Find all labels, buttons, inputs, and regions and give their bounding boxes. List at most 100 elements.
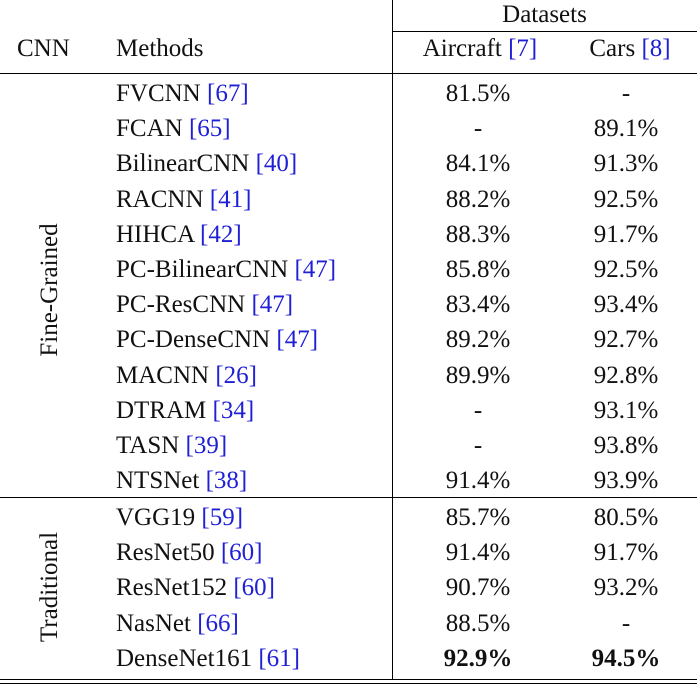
method-cell: MACNN [26]	[116, 361, 257, 391]
method-ref-link[interactable]: [65]	[188, 115, 231, 143]
header-top-rule	[392, 31, 697, 32]
method-cell: NasNet [66]	[116, 609, 239, 639]
method-cell: RACNN [41]	[116, 185, 251, 215]
method-ref-link[interactable]: [61]	[258, 644, 300, 672]
cars-value: 93.9%	[593, 467, 659, 495]
method-name: PC-ResCNN	[116, 291, 246, 319]
method-name: RACNN	[116, 185, 204, 213]
aircraft-value: 89.2%	[445, 326, 511, 354]
cnn-header: CNN	[17, 35, 70, 62]
method-cell: TASN [39]	[116, 431, 227, 461]
cars-label: Cars	[589, 35, 636, 62]
method-ref-link[interactable]: [26]	[215, 361, 257, 389]
aircraft-value: 84.1%	[445, 150, 511, 178]
cars-value: 93.4%	[593, 291, 659, 319]
aircraft-value: 89.9%	[445, 361, 511, 389]
method-cell: FCAN [65]	[116, 114, 231, 144]
method-ref-link[interactable]: [47]	[276, 326, 319, 354]
method-cell: HIHCA [42]	[116, 220, 242, 250]
cars-value: -	[621, 609, 631, 637]
method-name: TASN	[116, 432, 180, 459]
datasets-header: Datasets	[502, 1, 587, 28]
method-ref-link[interactable]: [47]	[294, 256, 337, 283]
aircraft-value: 88.5%	[445, 609, 511, 637]
method-cell: ResNet152 [60]	[116, 573, 275, 603]
method-name: NTSNet	[116, 467, 200, 495]
cars-value: 91.7%	[593, 220, 659, 248]
aircraft-value: -	[473, 432, 483, 459]
aircraft-value: 85.8%	[445, 256, 511, 283]
cars-value: 80.5%	[593, 504, 659, 531]
cars-value: 92.7%	[593, 326, 659, 354]
method-name: MACNN	[116, 361, 210, 389]
cars-ref-link[interactable]: [8]	[641, 35, 671, 62]
aircraft-value: 91.4%	[445, 467, 511, 495]
aircraft-value: 88.2%	[445, 185, 511, 213]
aircraft-value: 88.3%	[445, 220, 511, 248]
methods-header: Methods	[116, 35, 204, 62]
header-bottom-rule	[0, 73, 697, 74]
aircraft-value: 85.7%	[445, 504, 511, 531]
method-ref-link[interactable]: [38]	[205, 467, 248, 495]
aircraft-value: -	[473, 396, 483, 424]
aircraft-label: Aircraft	[422, 35, 502, 62]
method-cell: ResNet50 [60]	[116, 538, 263, 568]
cars-value: 92.5%	[593, 256, 659, 283]
method-name: FVCNN	[116, 80, 201, 107]
method-ref-link[interactable]: [60]	[220, 539, 263, 567]
cars-value: 93.1%	[593, 396, 659, 424]
method-cell: DenseNet161 [61]	[116, 644, 300, 674]
method-name: BilinearCNN	[116, 150, 250, 178]
method-name: ResNet152	[116, 574, 228, 602]
method-name: HIHCA	[116, 220, 194, 248]
aircraft-value: 90.7%	[445, 574, 511, 602]
aircraft-value: -	[473, 115, 483, 143]
method-name: DTRAM	[116, 396, 207, 424]
method-cell: PC-ResCNN [47]	[116, 290, 293, 320]
method-ref-link[interactable]: [41]	[209, 185, 252, 213]
method-cell: BilinearCNN [40]	[116, 149, 297, 179]
method-name: ResNet50	[116, 539, 215, 567]
aircraft-ref-link[interactable]: [7]	[508, 35, 538, 62]
method-ref-link[interactable]: [59]	[201, 504, 244, 531]
cars-value: 92.8%	[593, 361, 659, 389]
method-cell: VGG19 [59]	[116, 503, 243, 533]
column-divider	[392, 0, 393, 679]
cars-header: Cars [8]	[565, 34, 695, 64]
table-bottom-rule-1	[0, 679, 697, 680]
method-ref-link[interactable]: [34]	[212, 396, 255, 424]
method-ref-link[interactable]: [39]	[185, 432, 228, 459]
cars-value: 91.3%	[593, 150, 659, 178]
method-ref-link[interactable]: [66]	[197, 609, 239, 637]
method-name: VGG19	[116, 504, 196, 531]
group-separator-rule	[0, 497, 697, 498]
method-ref-link[interactable]: [47]	[251, 291, 294, 319]
method-cell: PC-BilinearCNN [47]	[116, 255, 336, 285]
table-bottom-rule-2	[0, 683, 697, 684]
aircraft-value: 81.5%	[445, 80, 511, 107]
aircraft-value: 83.4%	[445, 291, 511, 319]
cars-value: -	[621, 80, 631, 107]
method-ref-link[interactable]: [42]	[200, 220, 242, 248]
cars-value: 89.1%	[593, 115, 659, 143]
method-name: PC-DenseCNN	[116, 326, 271, 354]
method-cell: NTSNet [38]	[116, 466, 247, 496]
cars-value: 93.8%	[593, 432, 659, 459]
method-name: PC-BilinearCNN	[116, 256, 289, 283]
group-label-traditional: Traditional	[36, 531, 63, 643]
group-label-fine-grained: Fine-Grained	[36, 223, 63, 357]
cars-value: 93.2%	[593, 574, 659, 602]
method-cell: PC-DenseCNN [47]	[116, 325, 318, 355]
cars-value: 91.7%	[593, 539, 659, 567]
method-name: FCAN	[116, 115, 183, 143]
aircraft-value: 92.9%	[443, 644, 513, 672]
method-ref-link[interactable]: [40]	[255, 150, 298, 178]
method-ref-link[interactable]: [67]	[207, 80, 249, 107]
cars-value: 92.5%	[593, 185, 659, 213]
aircraft-header: Aircraft [7]	[400, 34, 560, 64]
aircraft-value: 91.4%	[445, 539, 511, 567]
method-name: NasNet	[116, 609, 191, 637]
method-ref-link[interactable]: [60]	[233, 574, 276, 602]
cars-value: 94.5%	[591, 644, 661, 672]
method-cell: DTRAM [34]	[116, 396, 254, 426]
